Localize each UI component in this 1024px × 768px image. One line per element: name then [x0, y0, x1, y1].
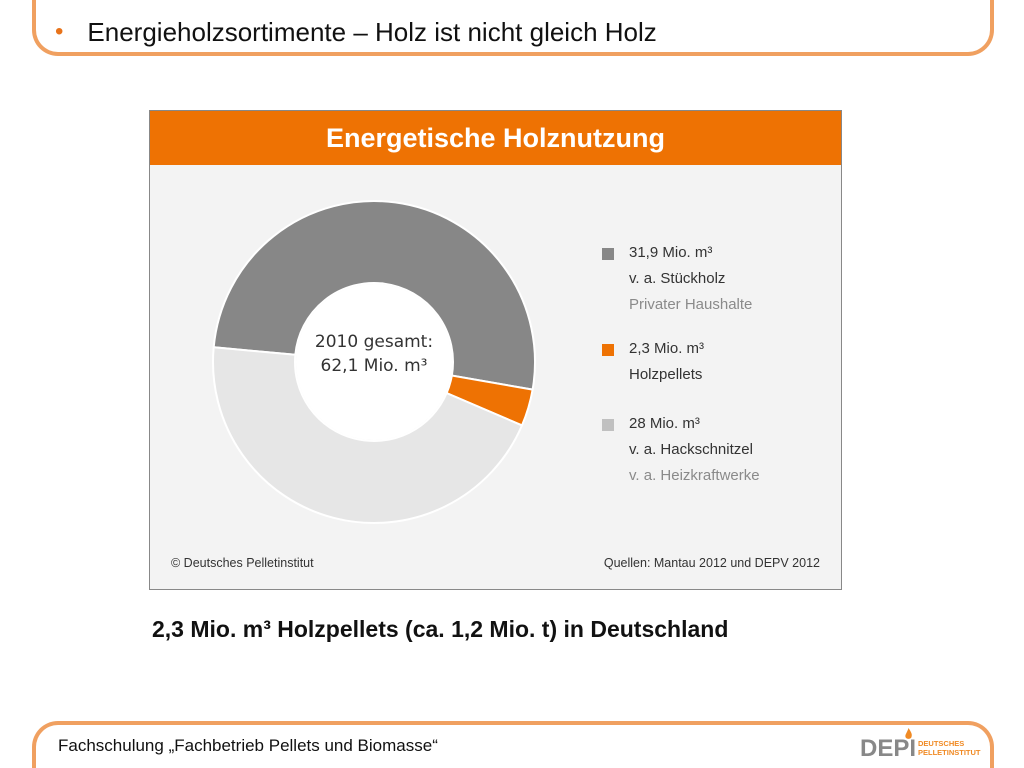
bottom-frame — [32, 721, 994, 768]
depi-logo: DEPI DEUTSCHES PELLETINSTITUT — [860, 727, 981, 767]
center-label-line2: 62,1 Mio. m³ — [321, 356, 428, 376]
footer-text: Fachschulung „Fachbetrieb Pellets und Bi… — [58, 736, 438, 755]
logo-line1: DEUTSCHES — [918, 739, 965, 748]
logo-mark: DEPI — [860, 735, 917, 762]
bullet-marker: • — [55, 18, 64, 45]
slide-caption: 2,3 Mio. m³ Holzpellets (ca. 1,2 Mio. t)… — [152, 616, 729, 642]
legend-label: v. a. Hackschnitzel — [629, 441, 753, 458]
legend-value: 2,3 Mio. m³ — [629, 340, 705, 357]
slide-heading-row: • Energieholzsortimente – Holz ist nicht… — [55, 16, 657, 48]
slide-heading: Energieholzsortimente – Holz ist nicht g… — [87, 16, 657, 47]
copyright-note: © Deutsches Pelletinstitut — [171, 556, 314, 570]
legend-label: v. a. Stückholz — [629, 270, 726, 287]
donut-hole — [296, 284, 452, 440]
legend-swatch — [602, 419, 614, 431]
sources-note: Quellen: Mantau 2012 und DEPV 2012 — [603, 556, 820, 570]
donut-chart: 2010 gesamt: 62,1 Mio. m³ — [212, 199, 536, 524]
chart-title-bar: Energetische Holznutzung — [150, 111, 841, 165]
slice-stueckholz — [212, 199, 536, 391]
legend-sublabel: Privater Haushalte — [629, 296, 753, 313]
top-frame — [32, 0, 994, 56]
logo-line2: PELLETINSTITUT — [918, 748, 981, 757]
legend-value: 31,9 Mio. m³ — [629, 244, 713, 261]
legend-label: Holzpellets — [629, 366, 703, 383]
legend-value: 28 Mio. m³ — [629, 415, 700, 432]
chart-body: 2010 gesamt: 62,1 Mio. m³ 31,9 Mio. m³ v… — [150, 165, 841, 589]
slice-hackschnitzel — [212, 346, 524, 524]
legend-sublabel: v. a. Heizkraftwerke — [629, 467, 760, 484]
center-label-line1: 2010 gesamt: — [315, 332, 433, 352]
chart-figure: Energetische Holznutzung 2010 gesamt: 62… — [149, 110, 842, 590]
flame-icon — [905, 728, 912, 739]
chart-title: Energetische Holznutzung — [325, 122, 666, 153]
legend-swatch — [602, 344, 614, 356]
legend-swatch — [602, 248, 614, 260]
